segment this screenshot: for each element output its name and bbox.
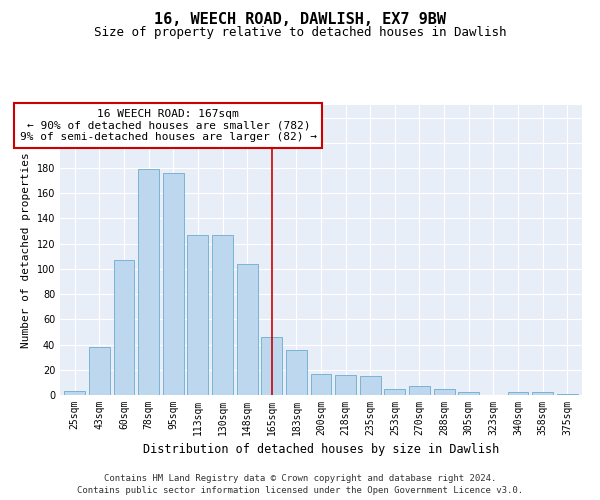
X-axis label: Distribution of detached houses by size in Dawlish: Distribution of detached houses by size …: [143, 444, 499, 456]
Text: Contains HM Land Registry data © Crown copyright and database right 2024.: Contains HM Land Registry data © Crown c…: [104, 474, 496, 483]
Bar: [508, 392, 529, 395]
Bar: [212, 235, 233, 395]
Bar: [532, 392, 553, 395]
Text: Contains public sector information licensed under the Open Government Licence v3: Contains public sector information licen…: [77, 486, 523, 495]
Bar: [163, 173, 184, 395]
Bar: [311, 374, 331, 395]
Bar: [557, 394, 578, 395]
Bar: [360, 376, 381, 395]
Bar: [385, 388, 406, 395]
Bar: [64, 391, 85, 395]
Bar: [187, 235, 208, 395]
Bar: [236, 264, 257, 395]
Bar: [458, 392, 479, 395]
Bar: [113, 260, 134, 395]
Bar: [138, 170, 159, 395]
Bar: [434, 388, 455, 395]
Bar: [335, 375, 356, 395]
Text: Size of property relative to detached houses in Dawlish: Size of property relative to detached ho…: [94, 26, 506, 39]
Text: 16, WEECH ROAD, DAWLISH, EX7 9BW: 16, WEECH ROAD, DAWLISH, EX7 9BW: [154, 12, 446, 28]
Bar: [409, 386, 430, 395]
Bar: [286, 350, 307, 395]
Text: 16 WEECH ROAD: 167sqm
← 90% of detached houses are smaller (782)
9% of semi-deta: 16 WEECH ROAD: 167sqm ← 90% of detached …: [20, 109, 317, 142]
Bar: [261, 337, 282, 395]
Bar: [89, 347, 110, 395]
Y-axis label: Number of detached properties: Number of detached properties: [21, 152, 31, 348]
